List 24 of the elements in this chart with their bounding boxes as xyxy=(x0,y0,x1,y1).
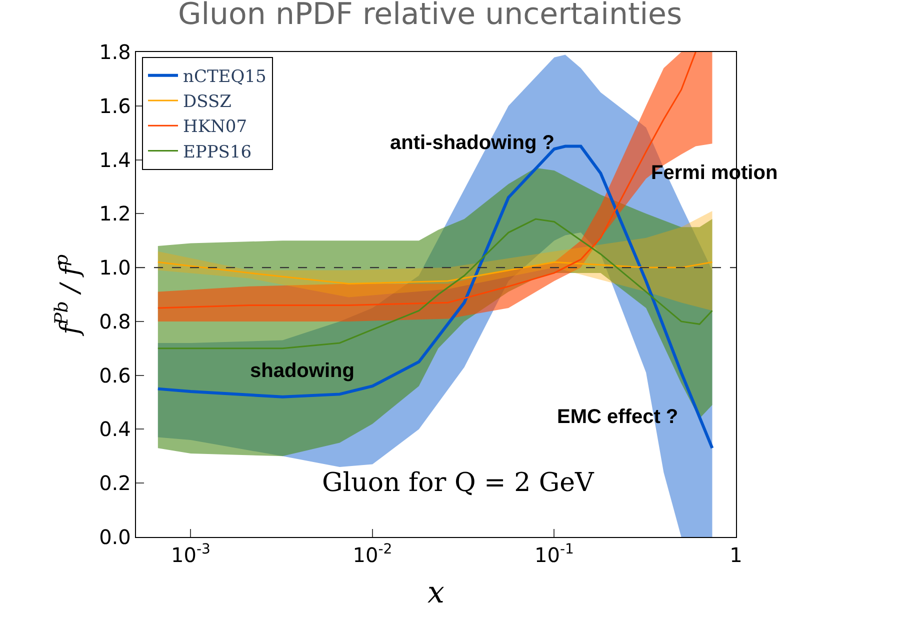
y-tick-label: 1.0 xyxy=(99,256,131,280)
x-tick-label: 10$^{-2}$ xyxy=(352,542,392,568)
y-tick-label: 0.0 xyxy=(99,525,131,549)
y-tick-label: 0.4 xyxy=(99,417,131,442)
annotation: anti-shadowing ? xyxy=(390,132,554,154)
annotation: EMC effect ? xyxy=(557,406,678,428)
y-tick-label: 0.6 xyxy=(99,363,131,388)
chart-title: Gluon nPDF relative uncertainties xyxy=(178,0,682,32)
annotation: shadowing xyxy=(250,360,354,382)
x-tick-label: 10$^{-1}$ xyxy=(534,542,574,568)
x-tick-label: 1 xyxy=(730,543,742,568)
y-tick-label: 1.2 xyxy=(99,202,131,226)
y-tick-label: 0.8 xyxy=(99,309,131,334)
x-tick-label: 10$^{-3}$ xyxy=(171,542,210,568)
x-axis-title: x xyxy=(428,576,445,611)
y-tick-label: 0.2 xyxy=(99,471,131,496)
legend-label: DSSZ xyxy=(183,92,232,112)
y-tick-label: 1.4 xyxy=(99,148,131,172)
annotation: Gluon for Q = 2 GeV xyxy=(322,468,596,498)
legend-label: EPPS16 xyxy=(183,142,252,162)
y-tick-label: 1.8 xyxy=(99,40,131,64)
legend-label: HKN07 xyxy=(183,117,248,138)
y-tick-label: 1.6 xyxy=(99,94,131,118)
legend-label: nCTEQ15 xyxy=(183,67,266,88)
